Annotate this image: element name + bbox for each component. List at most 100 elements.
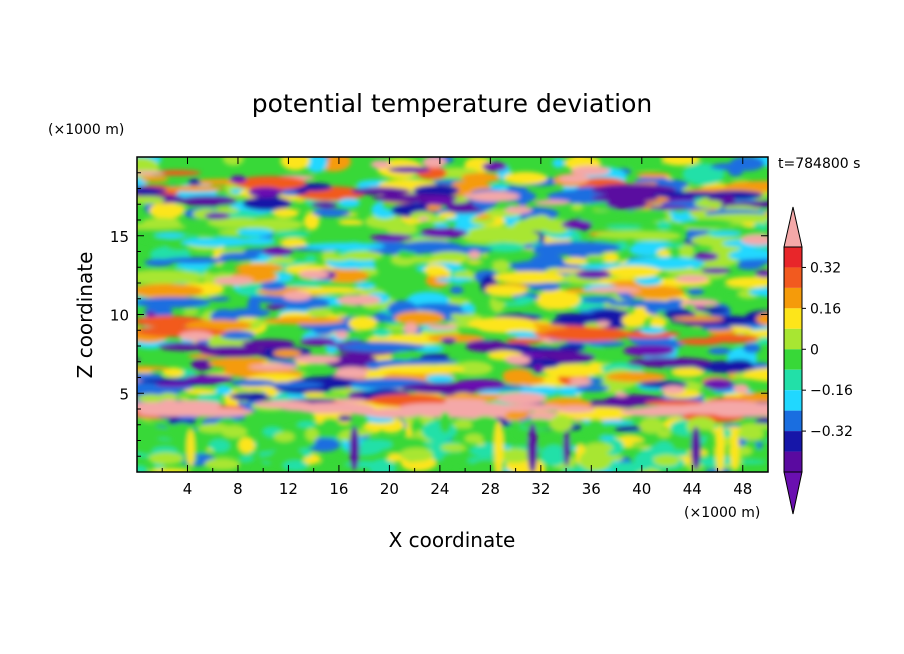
heatmap-cell — [496, 392, 547, 405]
heatmap-cell — [639, 345, 674, 353]
heatmap-cell — [627, 357, 712, 368]
heatmap-cell — [234, 263, 284, 273]
heatmap-cell — [558, 343, 586, 352]
time-label: t=784800 s — [778, 156, 860, 172]
heatmap-cell — [469, 444, 500, 458]
heatmap-cell — [767, 264, 768, 266]
heatmap-cell — [622, 209, 668, 223]
heatmap-cell — [273, 349, 302, 358]
heatmap-cell — [644, 278, 660, 285]
heatmap-cell — [163, 185, 226, 192]
heatmap-cell — [199, 345, 266, 357]
heatmap-cell — [207, 296, 230, 302]
heatmap-cell — [563, 257, 588, 265]
heatmap-cell — [506, 331, 536, 336]
heatmap-cell — [164, 235, 193, 251]
x-tick-label: 8 — [233, 480, 243, 498]
heatmap-cell — [296, 287, 366, 294]
heatmap-cell — [450, 286, 464, 294]
heatmap-cell — [206, 217, 266, 229]
heatmap-cell — [282, 290, 312, 301]
heatmap-cell — [137, 196, 165, 205]
x-tick-label: 20 — [380, 480, 399, 498]
colorbar-segment — [784, 431, 802, 452]
heatmap-cell — [491, 404, 564, 412]
heatmap-cell — [399, 240, 463, 254]
heatmap-cell — [505, 337, 544, 345]
heatmap-cell — [403, 323, 419, 334]
heatmap-cell — [162, 367, 184, 378]
heatmap-cell — [639, 326, 666, 334]
heatmap-cell — [513, 260, 549, 274]
heatmap-cell — [704, 213, 768, 219]
heatmap-cell — [541, 445, 567, 467]
heatmap-cell — [741, 234, 768, 246]
x-tick-label: 12 — [279, 480, 298, 498]
heatmap-cell — [184, 374, 234, 384]
heatmap-cell — [661, 385, 686, 395]
heatmap-cell — [162, 256, 229, 264]
heatmap-cell — [370, 160, 391, 169]
x-tick-label: 16 — [329, 480, 348, 498]
heatmap-cell — [471, 416, 500, 433]
heatmap-cell — [769, 248, 781, 257]
heatmap-cell — [338, 219, 363, 226]
heatmap-cell — [306, 307, 334, 318]
heatmap-cell — [748, 329, 768, 338]
heatmap-cell — [706, 334, 760, 344]
colorbar-label: 0.16 — [810, 301, 841, 317]
heatmap-cell — [636, 172, 671, 178]
heatmap-cell — [725, 359, 754, 372]
heatmap-cell — [638, 417, 665, 434]
heatmap-cell — [701, 267, 731, 274]
y-tick-label: 15 — [110, 228, 129, 246]
heatmap-cell — [707, 347, 732, 355]
heatmap-cell — [536, 282, 561, 291]
heatmap-cell — [453, 379, 505, 391]
heatmap-cell — [265, 387, 278, 397]
heatmap-cell — [312, 208, 351, 218]
heatmap-cell — [485, 242, 525, 253]
heatmap-cell — [241, 339, 295, 349]
heatmap-cell — [298, 269, 330, 279]
heatmap-cell — [535, 289, 581, 310]
colorbar-segment — [784, 451, 802, 472]
heatmap-cell — [609, 462, 643, 472]
heatmap-cell — [543, 366, 605, 377]
heatmap-cell — [184, 388, 217, 395]
heatmap-cell — [534, 199, 571, 206]
heatmap-cell — [734, 459, 767, 465]
heatmap-cell — [272, 208, 300, 218]
heatmap-cell — [630, 157, 664, 171]
heatmap-cell — [137, 394, 165, 403]
heatmap-cell — [242, 196, 292, 211]
heatmap-cell — [586, 340, 626, 347]
heatmap-cell — [578, 212, 633, 224]
heatmap-cell — [273, 431, 295, 442]
heatmap-cell — [433, 222, 450, 228]
heatmap-cell — [262, 246, 293, 257]
heatmap-cell — [234, 175, 307, 191]
heatmap-cell — [660, 157, 701, 166]
colorbar-label: 0 — [810, 342, 819, 358]
colorbar-label: −0.32 — [810, 424, 853, 440]
x-tick-label: 40 — [632, 480, 651, 498]
heatmap-cell — [303, 392, 325, 397]
heatmap-cell — [737, 258, 768, 265]
colorbar-segment — [784, 247, 802, 268]
heatmap-cell — [695, 221, 718, 228]
heatmap-cell — [149, 170, 201, 176]
heatmap-cell — [701, 326, 733, 331]
heatmap-cell — [468, 317, 536, 332]
heatmap-cell — [399, 447, 434, 462]
heatmap-cell — [137, 297, 211, 308]
heatmap-cell — [499, 230, 540, 245]
heatmap-cell — [322, 254, 351, 262]
x-tick-label: 44 — [683, 480, 702, 498]
heatmap-cell — [579, 449, 612, 471]
heatmap-cell — [772, 192, 792, 199]
heatmap-cell — [656, 220, 672, 230]
heatmap-cell — [676, 404, 715, 413]
heatmap-cell — [672, 316, 724, 322]
